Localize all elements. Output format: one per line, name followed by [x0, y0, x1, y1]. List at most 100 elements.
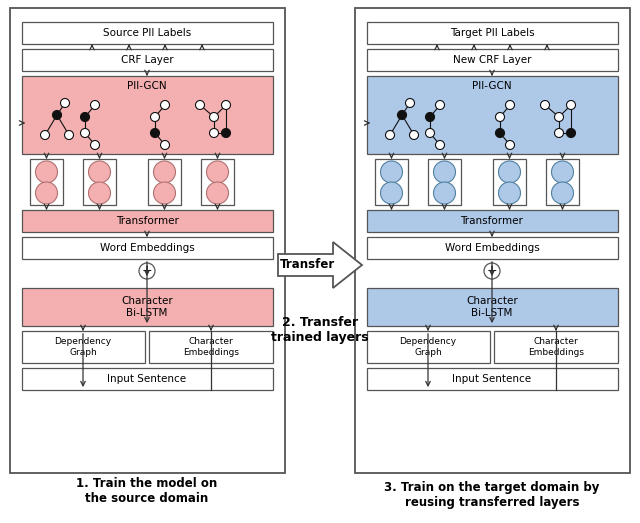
- Circle shape: [381, 182, 403, 204]
- Text: +: +: [141, 265, 152, 278]
- Bar: [22, 76, 273, 154]
- Bar: [367, 288, 618, 326]
- Circle shape: [410, 131, 419, 140]
- Text: +: +: [486, 265, 497, 278]
- Circle shape: [161, 100, 170, 109]
- Circle shape: [209, 112, 218, 121]
- Bar: [149, 331, 273, 363]
- Circle shape: [40, 131, 49, 140]
- Circle shape: [554, 112, 563, 121]
- Circle shape: [154, 161, 175, 183]
- Circle shape: [88, 182, 111, 204]
- Bar: [22, 368, 273, 390]
- Text: 3. Train on the target domain by
reusing transferred layers: 3. Train on the target domain by reusing…: [384, 481, 600, 509]
- Bar: [367, 210, 618, 232]
- Bar: [355, 8, 630, 473]
- Circle shape: [495, 112, 504, 121]
- Polygon shape: [278, 242, 362, 288]
- Text: PII-GCN: PII-GCN: [472, 81, 512, 91]
- Circle shape: [90, 141, 99, 150]
- Text: Character
Bi-LSTM: Character Bi-LSTM: [121, 296, 173, 318]
- Bar: [10, 8, 285, 473]
- Circle shape: [506, 141, 515, 150]
- Bar: [30, 159, 63, 205]
- Bar: [494, 331, 618, 363]
- Circle shape: [61, 98, 70, 108]
- Circle shape: [90, 100, 99, 109]
- Bar: [22, 49, 273, 71]
- Circle shape: [139, 263, 155, 279]
- Circle shape: [499, 182, 520, 204]
- Text: Character
Bi-LSTM: Character Bi-LSTM: [466, 296, 518, 318]
- Text: Input Sentence: Input Sentence: [108, 374, 187, 384]
- Circle shape: [433, 161, 456, 183]
- Circle shape: [381, 161, 403, 183]
- Circle shape: [154, 182, 175, 204]
- Circle shape: [566, 100, 575, 109]
- Circle shape: [150, 112, 159, 121]
- Bar: [367, 331, 490, 363]
- Text: 2. Transfer
trained layers: 2. Transfer trained layers: [271, 316, 369, 344]
- Circle shape: [207, 161, 228, 183]
- Circle shape: [81, 112, 90, 121]
- Circle shape: [35, 182, 58, 204]
- Bar: [367, 368, 618, 390]
- Bar: [83, 159, 116, 205]
- Bar: [375, 159, 408, 205]
- Circle shape: [499, 161, 520, 183]
- Bar: [22, 210, 273, 232]
- Text: Input Sentence: Input Sentence: [452, 374, 532, 384]
- Bar: [148, 159, 181, 205]
- Text: 1. Train the model on
the source domain: 1. Train the model on the source domain: [76, 477, 218, 505]
- Circle shape: [385, 131, 394, 140]
- Text: Word Embeddings: Word Embeddings: [445, 243, 540, 253]
- Bar: [367, 49, 618, 71]
- Circle shape: [161, 141, 170, 150]
- Circle shape: [81, 129, 90, 138]
- Circle shape: [207, 182, 228, 204]
- Text: Word Embeddings: Word Embeddings: [100, 243, 195, 253]
- Circle shape: [426, 129, 435, 138]
- Text: Dependency
Graph: Dependency Graph: [399, 337, 456, 357]
- Text: Source PII Labels: Source PII Labels: [103, 28, 191, 38]
- Circle shape: [195, 100, 205, 109]
- Circle shape: [397, 110, 406, 119]
- Circle shape: [426, 112, 435, 121]
- Circle shape: [433, 182, 456, 204]
- Text: Dependency
Graph: Dependency Graph: [54, 337, 111, 357]
- Circle shape: [554, 129, 563, 138]
- Circle shape: [484, 263, 500, 279]
- Bar: [22, 331, 145, 363]
- Text: New CRF Layer: New CRF Layer: [452, 55, 531, 65]
- Circle shape: [435, 100, 445, 109]
- Bar: [546, 159, 579, 205]
- Circle shape: [435, 141, 445, 150]
- Circle shape: [65, 131, 74, 140]
- Circle shape: [88, 161, 111, 183]
- Circle shape: [406, 98, 415, 108]
- Bar: [428, 159, 461, 205]
- Circle shape: [150, 129, 159, 138]
- Circle shape: [35, 161, 58, 183]
- Text: Target PII Labels: Target PII Labels: [450, 28, 534, 38]
- Bar: [201, 159, 234, 205]
- Bar: [493, 159, 526, 205]
- Bar: [22, 288, 273, 326]
- Circle shape: [506, 100, 515, 109]
- Circle shape: [541, 100, 550, 109]
- Bar: [367, 76, 618, 154]
- Circle shape: [52, 110, 61, 119]
- Text: Transformer: Transformer: [461, 216, 524, 226]
- Circle shape: [221, 129, 230, 138]
- Circle shape: [552, 182, 573, 204]
- Circle shape: [552, 161, 573, 183]
- Bar: [367, 22, 618, 44]
- Circle shape: [566, 129, 575, 138]
- Text: Transformer: Transformer: [116, 216, 179, 226]
- Bar: [367, 237, 618, 259]
- Circle shape: [495, 129, 504, 138]
- Text: PII-GCN: PII-GCN: [127, 81, 167, 91]
- Text: Character
Embeddings: Character Embeddings: [528, 337, 584, 357]
- Circle shape: [221, 100, 230, 109]
- Bar: [22, 237, 273, 259]
